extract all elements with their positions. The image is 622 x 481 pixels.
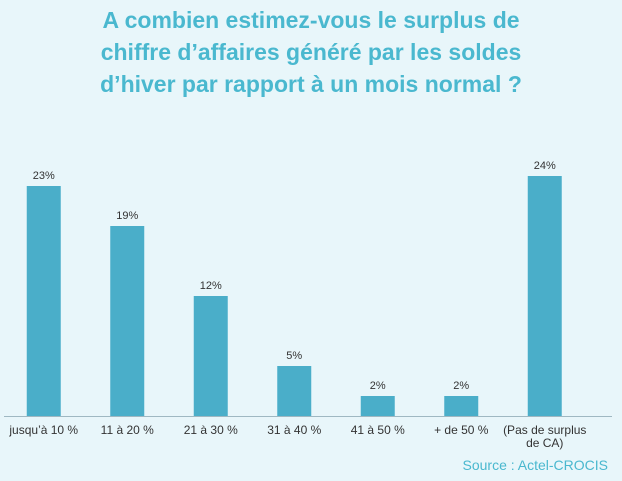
- x-tick-label: jusqu’à 10 %: [8, 423, 78, 437]
- bar: [444, 396, 479, 416]
- x-tick-label: 11 à 20 %: [101, 423, 154, 437]
- data-label: 23%: [33, 170, 55, 182]
- chart-title-line-3: d’hiver par rapport à un mois normal ?: [100, 71, 522, 97]
- bar: [193, 296, 228, 416]
- chart-title-line-1: A combien estimez-vous le surplus de: [102, 7, 520, 33]
- chart-title: A combien estimez-vous le surplus de chi…: [0, 4, 622, 100]
- data-label: 12%: [200, 280, 222, 292]
- data-label: 19%: [116, 210, 138, 222]
- x-tick-label: 21 à 30 %: [184, 423, 238, 437]
- x-tick-label: de CA): [526, 436, 563, 450]
- data-label: 5%: [286, 350, 302, 362]
- bar: [527, 176, 562, 416]
- x-tick-label: + de 50 %: [434, 423, 489, 437]
- bar: [360, 396, 395, 416]
- bar: [26, 186, 61, 416]
- bar: [110, 226, 145, 416]
- x-tick-label: 41 à 50 %: [351, 423, 405, 437]
- x-tick-label: 31 à 40 %: [267, 423, 321, 437]
- data-label: 2%: [370, 380, 386, 392]
- bar: [277, 366, 312, 416]
- data-label: 2%: [453, 380, 469, 392]
- chart-title-line-2: chiffre d’affaires généré par les soldes: [100, 39, 522, 65]
- x-tick-label: (Pas de surplus: [503, 423, 586, 437]
- source-note: Source : Actel-CROCIS: [462, 457, 609, 473]
- data-label: 24%: [534, 160, 556, 172]
